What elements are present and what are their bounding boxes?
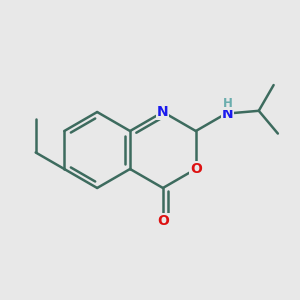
Text: O: O xyxy=(190,162,202,176)
Text: H: H xyxy=(223,97,232,110)
Text: O: O xyxy=(157,214,169,228)
Text: N: N xyxy=(157,105,169,119)
Text: N: N xyxy=(222,107,233,121)
